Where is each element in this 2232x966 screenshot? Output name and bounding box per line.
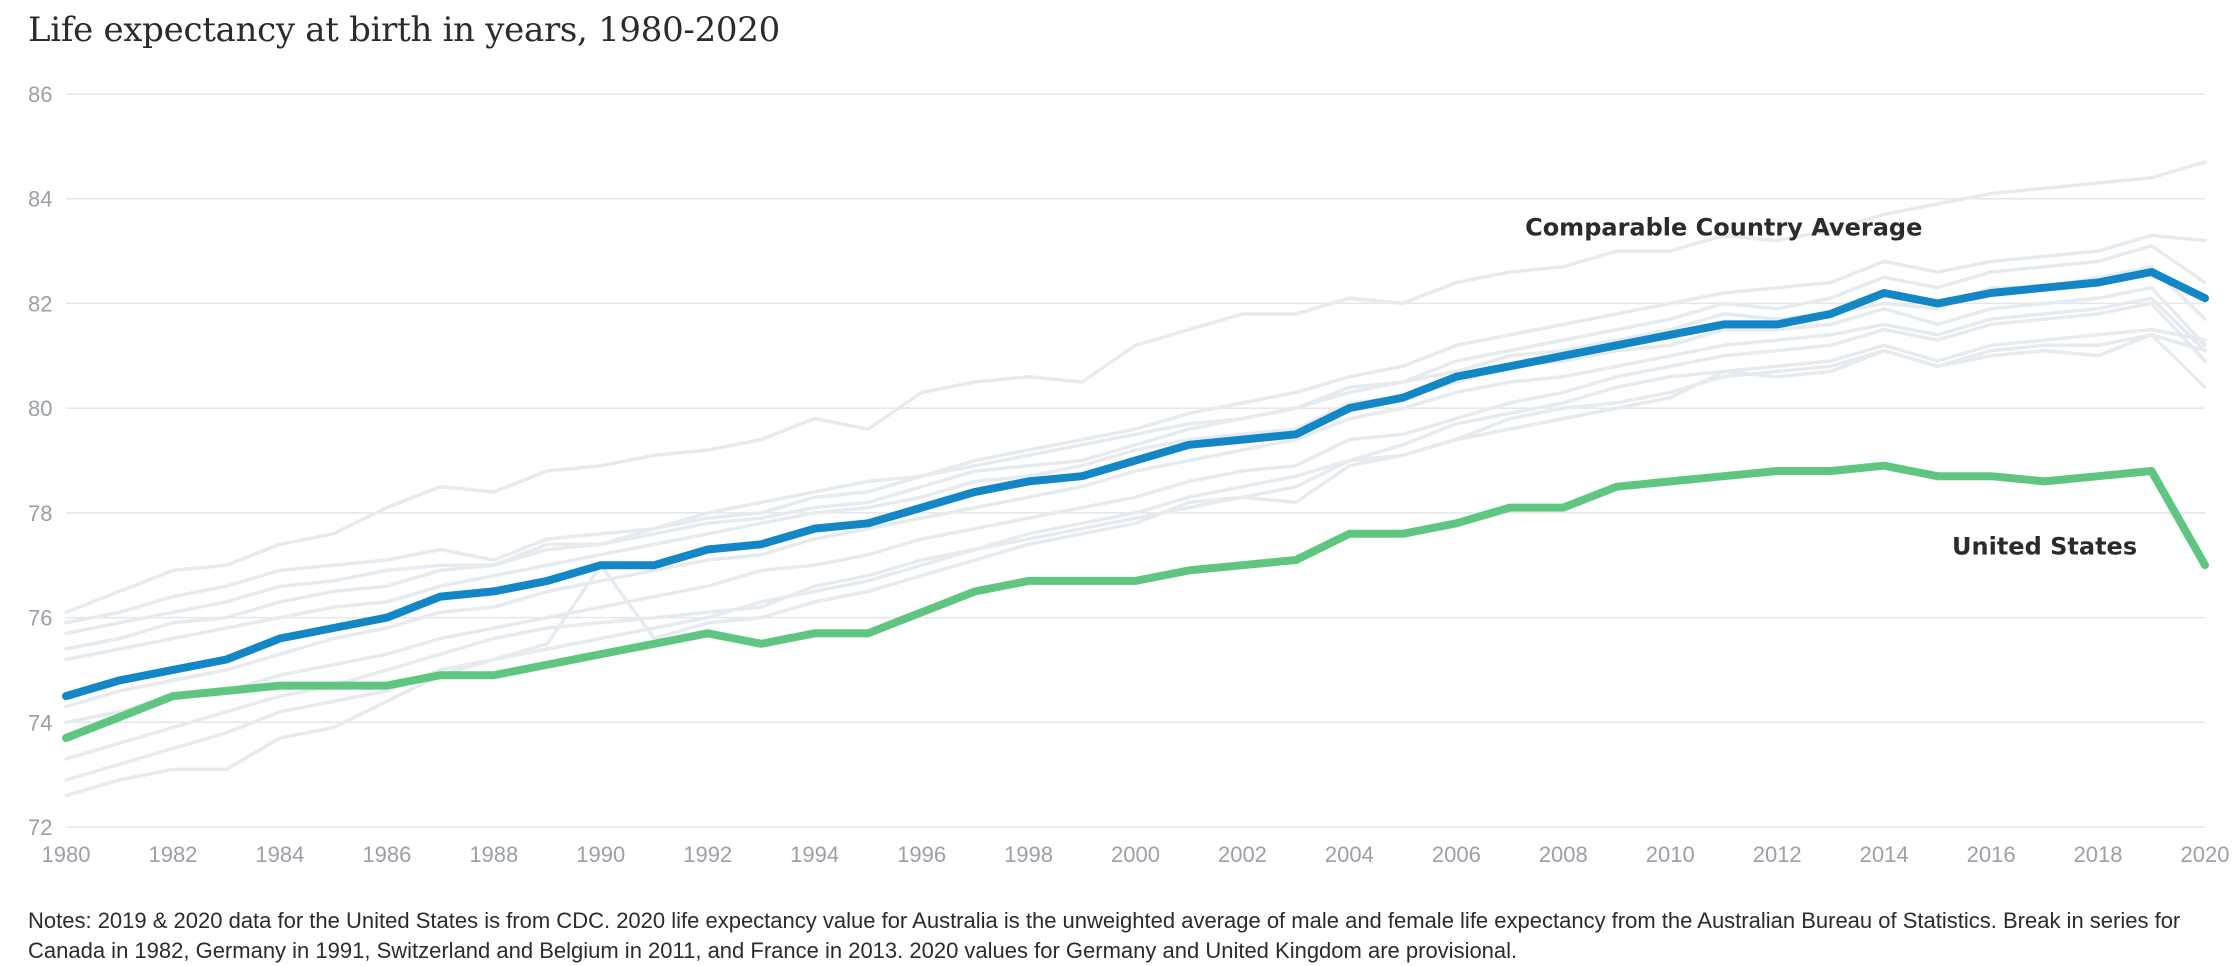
- x-axis-tick-labels: 1980 1982 1984 1986 1988 1990 1992 1994 1996 1998…: [42, 842, 2230, 867]
- x-tick-label: 2018: [2074, 842, 2123, 867]
- chart-notes: Notes: 2019 & 2020 data for the United S…: [28, 908, 2181, 963]
- life-expectancy-line-chart: 72 74 76 78 80 82 84 86 1980 1982 1984 1986 1988 199…: [28, 82, 2230, 867]
- country-line: [64, 296, 2207, 709]
- country-line: [64, 333, 2207, 782]
- united-states-line: [62, 461, 2209, 742]
- x-tick-label: 2010: [1646, 842, 1695, 867]
- x-tick-label: 1990: [576, 842, 625, 867]
- x-tick-label: 1984: [255, 842, 304, 867]
- x-tick-label: 2020: [2181, 842, 2230, 867]
- y-tick-label: 84: [28, 187, 52, 212]
- y-tick-label: 86: [28, 82, 52, 107]
- country-line: [64, 327, 2207, 761]
- country-line: [64, 285, 2207, 662]
- y-tick-label: 76: [28, 606, 52, 631]
- x-tick-label: 1996: [897, 842, 946, 867]
- y-axis-tick-labels: 72 74 76 78 80 82 84 86: [28, 82, 52, 840]
- x-tick-label: 1980: [42, 842, 91, 867]
- y-tick-label: 82: [28, 291, 52, 316]
- country-line: [64, 233, 2207, 625]
- x-tick-label: 2006: [1432, 842, 1481, 867]
- x-tick-label: 1986: [362, 842, 411, 867]
- x-tick-label: 2008: [1539, 842, 1588, 867]
- chart-title: Life expectancy at birth in years, 1980-…: [28, 10, 780, 50]
- country-line: [64, 244, 2207, 636]
- x-tick-label: 1988: [469, 842, 518, 867]
- y-tick-label: 72: [28, 815, 52, 840]
- x-tick-label: 1992: [683, 842, 732, 867]
- highlight-series-lines: [62, 268, 2209, 742]
- x-tick-label: 2012: [1753, 842, 1802, 867]
- series-annotations: Comparable Country Average United States: [1525, 213, 2137, 560]
- country-line: [64, 333, 2207, 798]
- comparable-country-average-label: Comparable Country Average: [1525, 213, 1922, 241]
- country-line: [64, 160, 2207, 615]
- x-tick-label: 1994: [790, 842, 839, 867]
- x-tick-label: 2016: [1967, 842, 2016, 867]
- x-tick-label: 1982: [148, 842, 197, 867]
- comparable-country-lines: [64, 160, 2207, 798]
- y-tick-label: 78: [28, 501, 52, 526]
- comparable-country-average-line: [62, 268, 2209, 701]
- x-tick-label: 2004: [1325, 842, 1374, 867]
- x-tick-label: 2000: [1111, 842, 1160, 867]
- united-states-label: United States: [1952, 533, 2137, 561]
- y-tick-label: 80: [28, 396, 52, 421]
- country-line: [64, 301, 2207, 725]
- x-tick-label: 1998: [1004, 842, 1053, 867]
- x-tick-label: 2002: [1218, 842, 1267, 867]
- y-tick-label: 74: [28, 710, 52, 735]
- x-tick-label: 2014: [1860, 842, 1909, 867]
